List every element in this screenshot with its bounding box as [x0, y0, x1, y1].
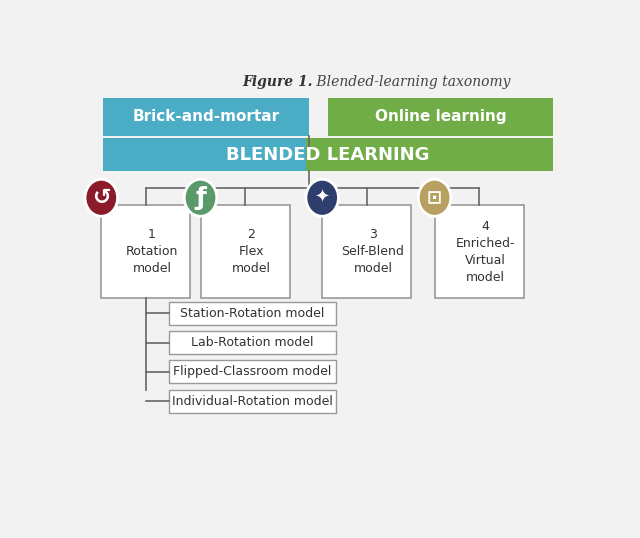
Text: Lab-Rotation model: Lab-Rotation model: [191, 336, 314, 349]
FancyBboxPatch shape: [103, 98, 308, 136]
Text: BLENDED LEARNING: BLENDED LEARNING: [227, 146, 429, 164]
Text: Figure 1.: Figure 1.: [242, 75, 312, 89]
FancyBboxPatch shape: [322, 206, 412, 298]
FancyBboxPatch shape: [169, 360, 336, 384]
FancyBboxPatch shape: [169, 331, 336, 354]
Text: 2
Flex
model: 2 Flex model: [232, 228, 271, 275]
Text: Station-Rotation model: Station-Rotation model: [180, 307, 324, 320]
Text: Online learning: Online learning: [374, 109, 506, 124]
Text: ✦: ✦: [315, 189, 330, 207]
Text: ↺: ↺: [92, 188, 111, 208]
Ellipse shape: [419, 179, 451, 216]
Text: Blended-learning taxonomy: Blended-learning taxonomy: [312, 75, 511, 89]
Text: Flipped-Classroom model: Flipped-Classroom model: [173, 365, 332, 378]
Text: 3
Self-Blend
model: 3 Self-Blend model: [342, 228, 404, 275]
Text: Individual-Rotation model: Individual-Rotation model: [172, 394, 333, 408]
Ellipse shape: [85, 179, 118, 216]
FancyBboxPatch shape: [101, 206, 191, 298]
FancyBboxPatch shape: [435, 206, 524, 298]
Text: 4
Enriched-
Virtual
model: 4 Enriched- Virtual model: [456, 220, 515, 284]
FancyBboxPatch shape: [200, 206, 290, 298]
Text: ⊡: ⊡: [427, 189, 442, 207]
Text: ƒ: ƒ: [195, 186, 206, 210]
FancyBboxPatch shape: [307, 138, 553, 171]
FancyBboxPatch shape: [103, 138, 307, 171]
Ellipse shape: [306, 179, 339, 216]
FancyBboxPatch shape: [169, 302, 336, 325]
FancyBboxPatch shape: [169, 390, 336, 413]
Text: 1
Rotation
model: 1 Rotation model: [126, 228, 179, 275]
FancyBboxPatch shape: [328, 98, 553, 136]
Text: Brick-and-mortar: Brick-and-mortar: [132, 109, 280, 124]
Ellipse shape: [184, 179, 217, 216]
